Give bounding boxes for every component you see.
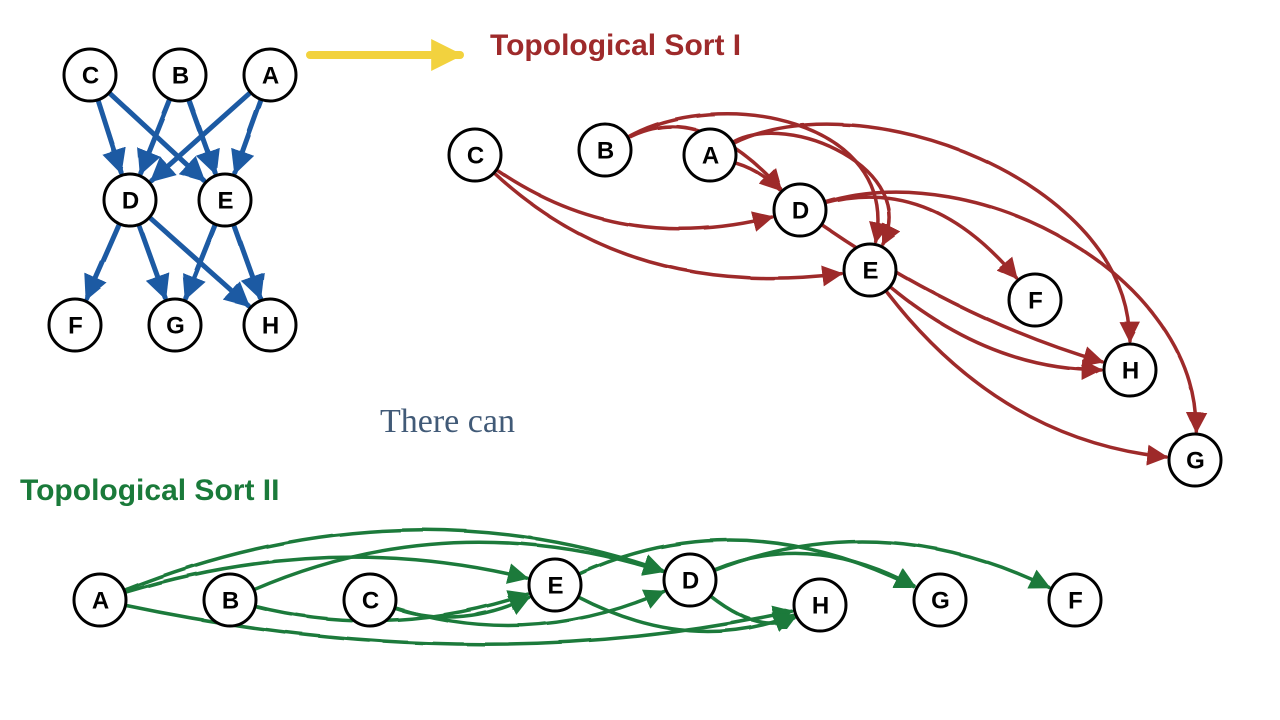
edge xyxy=(98,100,121,173)
edge xyxy=(235,99,261,172)
caption-text: There can xyxy=(380,403,515,440)
edge xyxy=(890,287,1101,370)
titles-layer: Topological Sort I Topological Sort II The… xyxy=(20,29,741,507)
edge xyxy=(186,224,216,298)
node-label-a: A xyxy=(262,63,279,90)
node-label-e: E xyxy=(217,188,233,215)
title-sort-1: Topological Sort I xyxy=(490,29,741,62)
edge xyxy=(234,224,260,297)
edges-layer xyxy=(87,55,1196,644)
node-label-h: H xyxy=(1122,358,1138,385)
node-label-e: E xyxy=(547,573,563,600)
node-label-f: F xyxy=(1068,588,1082,615)
node-label-g: G xyxy=(931,588,949,615)
node-label-a: A xyxy=(702,143,719,170)
edge xyxy=(714,541,1049,587)
node-label-d: D xyxy=(682,568,699,595)
node-label-c: C xyxy=(82,63,99,90)
edge xyxy=(87,224,120,299)
node-label-e: E xyxy=(862,258,878,285)
node-label-b: B xyxy=(172,63,189,90)
node-label-b: B xyxy=(597,138,614,165)
title-sort-2: Topological Sort II xyxy=(20,474,279,507)
node-label-f: F xyxy=(1028,288,1042,315)
edge xyxy=(496,170,771,229)
diagram-canvas: C B A D E F G H C B A D E F H G A B C E D H G F Topological Sor… xyxy=(0,0,1280,720)
node-label-h: H xyxy=(812,593,828,620)
node-label-b: B xyxy=(222,588,239,615)
node-label-g: G xyxy=(166,313,184,340)
node-label-d: D xyxy=(122,188,139,215)
edge xyxy=(139,224,165,297)
node-label-d: D xyxy=(792,198,809,225)
node-label-c: C xyxy=(467,143,484,170)
node-label-h: H xyxy=(262,313,278,340)
node-label-c: C xyxy=(362,588,379,615)
node-label-g: G xyxy=(1186,448,1204,475)
edge xyxy=(141,99,171,173)
node-label-f: F xyxy=(68,313,82,340)
node-label-a: A xyxy=(92,588,109,615)
